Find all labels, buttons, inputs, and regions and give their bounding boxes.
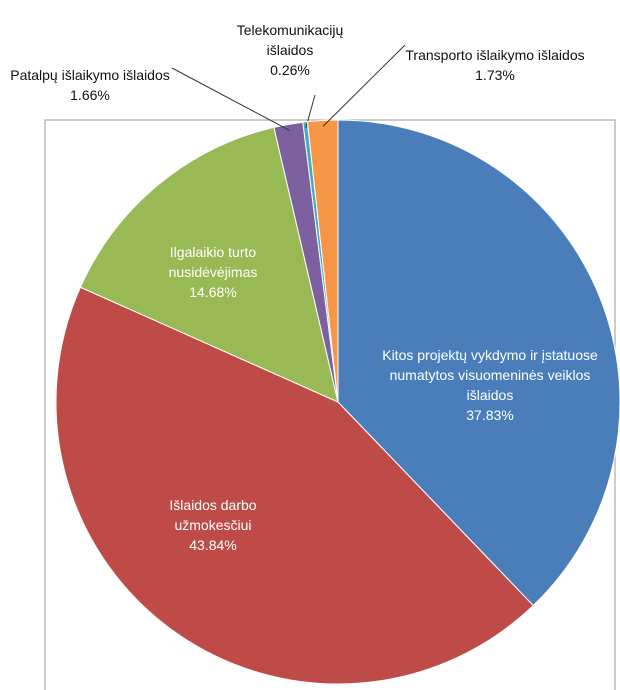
- pie-slice: [337, 119, 620, 607]
- slice-name: Transporto išlaikymo išlaidos: [405, 47, 585, 63]
- slice-name: Telekomunikacijų išlaidos: [236, 22, 344, 58]
- slice-value: 1.66%: [70, 87, 110, 103]
- slice-value: 43.84%: [189, 537, 237, 553]
- slice-value: 14.68%: [189, 284, 237, 300]
- slice-name: Išlaidos darbo užmokesčiui: [169, 497, 257, 533]
- slice-label: Ilgalaikio turto nusidėvėjimas 14.68%: [138, 242, 288, 302]
- leader-line: [322, 44, 406, 127]
- slice-label: Išlaidos darbo užmokesčiui 43.84%: [133, 495, 293, 555]
- slice-value: 37.83%: [466, 407, 514, 423]
- slice-label: Transporto išlaikymo išlaidos 1.73%: [395, 45, 595, 85]
- slice-label: Patalpų išlaikymo išlaidos 1.66%: [5, 65, 175, 105]
- slice-label: Telekomunikacijų išlaidos 0.26%: [220, 20, 360, 80]
- slice-name: Patalpų išlaikymo išlaidos: [10, 67, 170, 83]
- slice-name: Ilgalaikio turto nusidėvėjimas: [168, 244, 258, 280]
- pie-slice: [55, 286, 534, 685]
- pie-slice: [306, 119, 339, 403]
- slice-value: 0.26%: [270, 62, 310, 78]
- slice-label: Kitos projektų vykdymo ir įstatuose numa…: [370, 345, 610, 425]
- slice-name: Kitos projektų vykdymo ir įstatuose numa…: [382, 347, 598, 403]
- slice-value: 1.73%: [475, 67, 515, 83]
- leader-line: [171, 67, 290, 131]
- pie-slice: [79, 126, 339, 403]
